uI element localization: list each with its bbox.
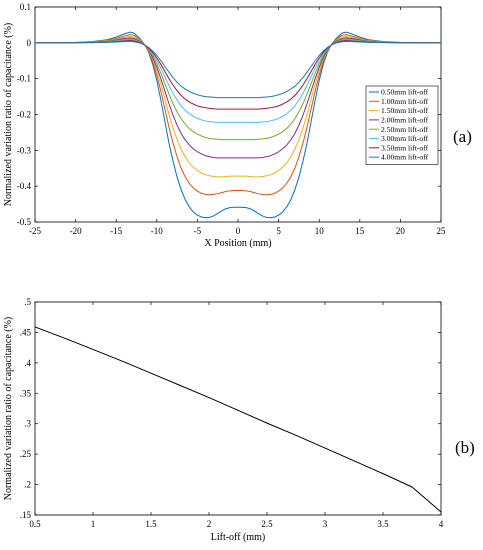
series-line (34, 326, 442, 513)
x-tick-label: -10 (151, 226, 163, 236)
x-tick-label: -20 (70, 226, 82, 236)
x-tick-label: 20 (396, 226, 406, 236)
x-ticks-a: -25 -20 -15 -10 -5 0 5 10 15 20 25 (29, 7, 446, 236)
series-lines-b (34, 326, 442, 513)
y-tick-label: -0.2 (17, 110, 31, 120)
y-axis-label-a: Normalized variation ratio of capacitanc… (3, 23, 14, 207)
panel-label-a: (a) (453, 127, 472, 146)
chart-panel-a: -25 -20 -15 -10 -5 0 5 10 15 20 25 0.1 0 -0.1 -0.2 -0.… (3, 2, 472, 249)
legend-box (365, 85, 439, 165)
x-tick-label: -15 (110, 226, 122, 236)
y-tick-label: .45 (20, 327, 32, 337)
y-tick-label: -0.5 (17, 217, 32, 227)
y-tick-label: .3 (24, 419, 31, 429)
x-tick-label: -5 (194, 226, 202, 236)
legend-entry: 2.00mm lift-off (381, 116, 429, 125)
legend-entry: 1.50mm lift-off (381, 106, 429, 115)
x-tick-label: 10 (315, 226, 325, 236)
x-tick-label: 25 (437, 226, 447, 236)
legend-entry: 2.50mm lift-off (381, 125, 429, 134)
legend-entry: 4.00mm lift-off (381, 153, 429, 162)
x-axis-label-b: Lift-off (mm) (211, 532, 266, 543)
x-tick-label: -25 (29, 226, 41, 236)
plot-area-b (34, 301, 442, 516)
y-tick-label: .15 (20, 510, 32, 520)
x-tick-label: 1 (91, 519, 96, 529)
legend-entry: 1.00mm lift-off (381, 97, 429, 106)
legend-entry: 3.50mm lift-off (381, 143, 429, 152)
series-line (35, 40, 441, 99)
x-tick-label: 0 (236, 226, 241, 236)
y-ticks-b: .5 .45 .4 .35 .3 .25 .2 .15 (20, 297, 441, 520)
x-axis-label-a: X Position (mm) (204, 238, 271, 249)
y-tick-label: -0.3 (17, 145, 32, 155)
y-tick-label: 0 (27, 38, 32, 48)
x-tick-label: 3 (323, 519, 328, 529)
y-tick-label: -0.4 (17, 181, 32, 191)
y-tick-label: -0.1 (17, 74, 31, 84)
x-tick-label: 15 (355, 226, 365, 236)
y-tick-label: 0.1 (20, 2, 31, 12)
y-ticks-a: 0.1 0 -0.1 -0.2 -0.3 -0.4 -0.5 (17, 2, 441, 227)
x-tick-label: 4 (439, 519, 444, 529)
y-tick-label: .2 (24, 480, 31, 490)
x-tick-label: 2 (207, 519, 212, 529)
panel-label-b: (b) (455, 438, 475, 457)
series-line (34, 40, 442, 110)
x-tick-label: 2.5 (261, 519, 273, 529)
x-tick-label: 5 (276, 226, 281, 236)
y-tick-label: .5 (24, 297, 31, 307)
x-tick-label: 0.5 (29, 519, 41, 529)
x-tick-label: 3.5 (377, 519, 389, 529)
y-axis-label-b: Normalized variation ratio of capacitanc… (3, 317, 14, 501)
y-tick-label: .4 (24, 358, 31, 368)
x-ticks-b: 0.5 1 1.5 2 2.5 3 3.5 4 (29, 302, 444, 529)
y-tick-label: .35 (20, 388, 32, 398)
chart-panel-b: 0.5 1 1.5 2 2.5 3 3.5 4 .5 .45 .4 .35 .3 .25 .2 .15 Li… (3, 297, 475, 543)
series-lines-a (34, 31, 442, 219)
legend-entry: 0.50mm lift-off (381, 88, 429, 97)
x-tick-label: 1.5 (145, 519, 157, 529)
legend-entry: 3.00mm lift-off (381, 134, 429, 143)
y-tick-label: .25 (20, 449, 32, 459)
